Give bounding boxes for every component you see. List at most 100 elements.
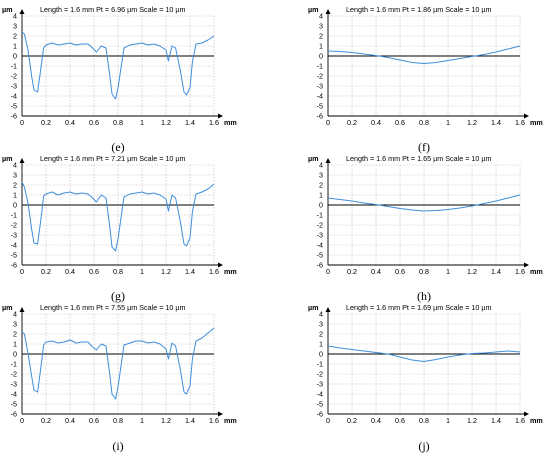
panel-label: (i) (112, 439, 123, 453)
y-tick-label: 3 (319, 171, 323, 180)
y-tick-label: -3 (317, 231, 323, 240)
y-tick-label: 2 (319, 32, 323, 41)
y-tick-label: -1 (317, 360, 323, 369)
x-tick-label: 0.6 (89, 416, 99, 425)
y-axis-arrow (325, 307, 331, 312)
profile-series-line (327, 194, 521, 212)
y-tick-label: -4 (317, 241, 323, 250)
x-tick-label: 1.4 (491, 267, 501, 276)
y-tick-label: 4 (319, 310, 323, 319)
y-tick-label: -1 (317, 62, 323, 71)
x-axis-arrow (218, 411, 223, 417)
y-axis-arrow (19, 158, 25, 163)
x-tick-label: 0.4 (65, 267, 75, 276)
x-tick-label: 0.4 (65, 118, 75, 127)
x-tick-label: 1.2 (467, 416, 477, 425)
y-unit-label: µm (2, 154, 13, 163)
chart-header: Length = 1.6 mm Pt = 7.55 µm Scale = 10 … (40, 303, 186, 312)
y-tick-label: 0 (319, 201, 323, 210)
y-axis-arrow (19, 307, 25, 312)
y-tick-label: 2 (319, 330, 323, 339)
y-tick-label: -2 (11, 72, 17, 81)
y-tick-label: -6 (11, 112, 17, 121)
y-tick-label: -5 (317, 102, 323, 111)
chart-panel-5: Length = 1.6 mm Pt = 1.69 µm Scale = 10 … (308, 303, 543, 453)
y-tick-label: 3 (13, 22, 17, 31)
x-unit-label: mm (224, 118, 237, 127)
y-tick-label: 1 (319, 42, 323, 51)
x-tick-label: 1.4 (185, 416, 195, 425)
x-tick-label: 1.2 (467, 118, 477, 127)
x-unit-label: mm (530, 267, 543, 276)
y-tick-label: -1 (11, 360, 17, 369)
x-unit-label: mm (224, 416, 237, 425)
x-unit-label: mm (224, 267, 237, 276)
y-axis-arrow (325, 158, 331, 163)
y-tick-label: -6 (317, 410, 323, 419)
x-tick-label: 0.6 (89, 118, 99, 127)
profile-series-line (21, 181, 215, 252)
profile-series-line (21, 327, 215, 400)
y-tick-label: -3 (317, 82, 323, 91)
y-tick-label: -4 (11, 241, 17, 250)
y-tick-label: 4 (319, 161, 323, 170)
chart-panel-4: Length = 1.6 mm Pt = 7.55 µm Scale = 10 … (2, 303, 237, 453)
x-axis-arrow (524, 113, 529, 119)
x-tick-label: 0.8 (113, 267, 123, 276)
panel-label: (g) (111, 289, 125, 303)
y-tick-label: 0 (319, 350, 323, 359)
y-tick-label: 4 (13, 310, 17, 319)
y-tick-label: -1 (317, 211, 323, 220)
y-tick-label: 3 (319, 320, 323, 329)
x-tick-label: 1 (446, 267, 450, 276)
y-tick-label: -1 (11, 211, 17, 220)
x-tick-label: 1.6 (209, 416, 219, 425)
y-tick-label: -5 (317, 400, 323, 409)
x-tick-label: 0.4 (371, 118, 381, 127)
y-tick-label: -5 (11, 400, 17, 409)
profile-series-line (327, 345, 521, 362)
chart-panel-1: Length = 1.6 mm Pt = 1.86 µm Scale = 10 … (308, 5, 543, 154)
x-tick-label: 1 (140, 118, 144, 127)
y-unit-label: µm (308, 5, 319, 14)
y-tick-label: -2 (317, 221, 323, 230)
y-tick-label: -5 (317, 251, 323, 260)
y-tick-label: 3 (13, 320, 17, 329)
chart-header: Length = 1.6 mm Pt = 6.96 µm Scale = 10 … (40, 5, 186, 14)
y-tick-label: -6 (317, 261, 323, 270)
x-tick-label: 0.2 (41, 267, 51, 276)
x-tick-label: 0.8 (113, 416, 123, 425)
x-unit-label: mm (530, 416, 543, 425)
x-tick-label: 1.2 (161, 118, 171, 127)
y-tick-label: -2 (11, 370, 17, 379)
y-tick-label: -6 (11, 410, 17, 419)
panel-label: (f) (418, 140, 430, 154)
y-tick-label: -5 (11, 251, 17, 260)
y-tick-label: 1 (13, 191, 17, 200)
profile-series-line (327, 45, 521, 64)
x-tick-label: 0.6 (89, 267, 99, 276)
x-tick-label: 0 (326, 267, 330, 276)
x-tick-label: 1.4 (491, 118, 501, 127)
x-tick-label: 0.2 (347, 118, 357, 127)
x-tick-label: 0 (20, 118, 24, 127)
x-tick-label: 1.2 (161, 267, 171, 276)
y-tick-label: -3 (11, 380, 17, 389)
y-tick-label: -2 (11, 221, 17, 230)
x-tick-label: 0.8 (419, 267, 429, 276)
x-axis-arrow (524, 262, 529, 268)
y-tick-label: 0 (13, 350, 17, 359)
y-unit-label: µm (2, 303, 13, 312)
x-tick-label: 1 (446, 416, 450, 425)
y-tick-label: 0 (319, 52, 323, 61)
y-tick-label: 2 (319, 181, 323, 190)
x-axis-arrow (524, 411, 529, 417)
y-tick-label: -4 (11, 390, 17, 399)
y-tick-label: -2 (317, 370, 323, 379)
y-tick-label: 2 (13, 181, 17, 190)
x-tick-label: 0 (20, 267, 24, 276)
panel-label: (j) (418, 439, 429, 453)
x-tick-label: 1.2 (467, 267, 477, 276)
chart-header: Length = 1.6 mm Pt = 1.86 µm Scale = 10 … (346, 5, 492, 14)
